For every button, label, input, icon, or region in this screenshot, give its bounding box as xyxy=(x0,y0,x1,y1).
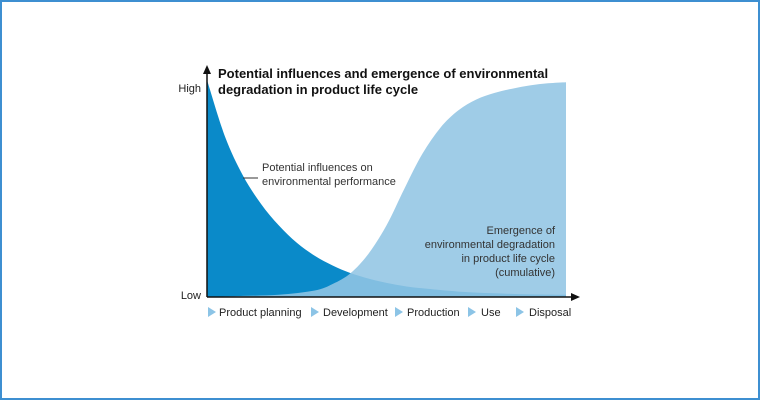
stage-label: Use xyxy=(481,307,501,319)
stage-label: Disposal xyxy=(529,307,571,319)
stage-label: Production xyxy=(407,307,460,319)
potential-influences-area xyxy=(207,80,566,297)
series-areas xyxy=(207,80,566,297)
x-axis-arrow xyxy=(571,293,580,301)
y-axis-arrow xyxy=(203,65,211,74)
influence-label-line-1: Potential influences on xyxy=(262,162,373,174)
stage-development: Development xyxy=(311,307,388,319)
degradation-label-line-3: in product life cycle xyxy=(461,253,555,265)
chart-title-line-1: Potential influences and emergence of en… xyxy=(218,66,548,81)
stage-production: Production xyxy=(395,307,460,319)
stage-label: Product planning xyxy=(219,307,302,319)
stage-arrow-icon xyxy=(516,307,524,317)
stage-use: Use xyxy=(468,307,501,319)
influence-label-line-2: environmental performance xyxy=(262,176,396,188)
stage-arrow-icon xyxy=(468,307,476,317)
chart-title-line-2: degradation in product life cycle xyxy=(218,82,418,97)
y-tick-high: High xyxy=(178,83,201,95)
stage-arrow-icon xyxy=(395,307,403,317)
stage-arrow-icon xyxy=(311,307,319,317)
degradation-label-line-4: (cumulative) xyxy=(495,267,555,279)
degradation-cumulative-area xyxy=(207,82,566,297)
stage-arrow-icon xyxy=(208,307,216,317)
degradation-label-line-1: Emergence of xyxy=(487,225,556,237)
stage-disposal: Disposal xyxy=(516,307,571,319)
stage-label: Development xyxy=(323,307,388,319)
degradation-label-line-2: environmental degradation xyxy=(425,239,555,251)
y-tick-low: Low xyxy=(181,290,201,302)
stage-product-planning: Product planning xyxy=(208,307,302,319)
